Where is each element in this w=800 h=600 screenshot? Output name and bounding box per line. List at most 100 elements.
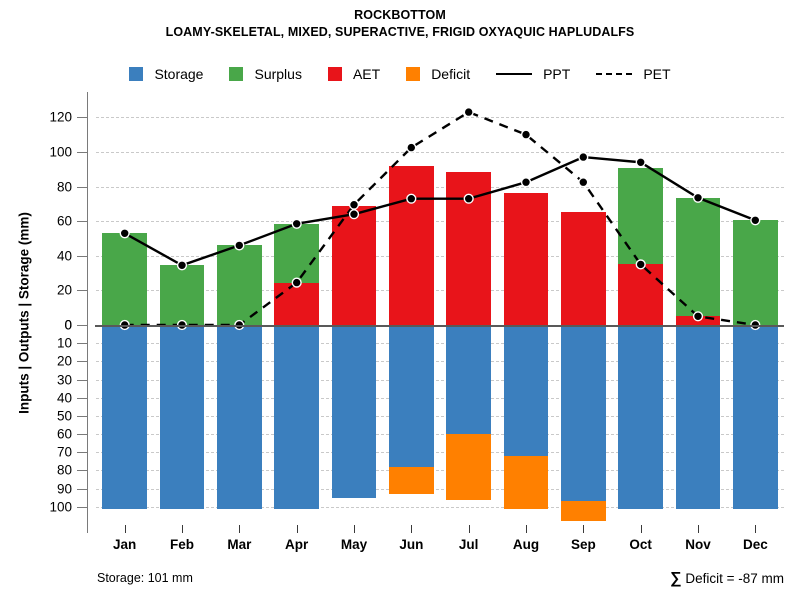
bar-storage-dec[interactable] <box>732 325 778 509</box>
marker-pet-apr[interactable] <box>291 277 302 288</box>
y-tick-upper-60 <box>77 221 87 223</box>
bar-deficit-jul[interactable] <box>446 434 492 500</box>
zero-baseline <box>95 325 784 327</box>
y-tick-lower-50 <box>77 415 87 417</box>
bar-storage-mar[interactable] <box>216 325 262 509</box>
bar-aet-sep[interactable] <box>560 211 606 325</box>
marker-ppt-oct[interactable] <box>635 157 646 168</box>
marker-ppt-aug[interactable] <box>520 177 532 188</box>
y-label-lower-40: 40 <box>56 390 72 406</box>
y-label-upper-40: 40 <box>56 248 72 264</box>
marker-ppt-nov[interactable] <box>692 192 704 203</box>
y-label-lower-10: 10 <box>56 335 72 351</box>
legend-item-aet[interactable]: AET <box>327 66 406 82</box>
marker-ppt-jul[interactable] <box>463 193 474 204</box>
legend-label-deficit: Deficit <box>431 66 471 82</box>
y-tick-lower-10 <box>77 343 87 345</box>
gridline-upper-100 <box>96 151 784 153</box>
storage-capacity-label: Storage: 101 mm <box>97 571 193 585</box>
x-label-apr: Apr <box>285 537 309 552</box>
bar-storage-feb[interactable] <box>159 325 205 509</box>
bar-storage-jan[interactable] <box>102 325 148 509</box>
y-tick-upper-100 <box>77 151 87 153</box>
deficit-total-label: ∑ Deficit = -87 mm <box>670 570 784 588</box>
marker-pet-sep[interactable] <box>578 177 589 188</box>
gridline-upper-20 <box>96 290 784 292</box>
legend-item-surplus[interactable]: Surplus <box>229 66 327 82</box>
x-tick-sep <box>583 525 585 533</box>
x-label-nov: Nov <box>685 537 711 552</box>
bar-storage-sep[interactable] <box>560 325 606 502</box>
y-tick-upper-20 <box>77 290 87 292</box>
y-tick-lower-30 <box>77 379 87 381</box>
bar-storage-jun[interactable] <box>388 325 434 467</box>
chart-legend: Storage Surplus AET Deficit PPT PET <box>0 66 800 82</box>
bar-deficit-sep[interactable] <box>560 501 606 522</box>
marker-pet-may[interactable] <box>348 199 360 210</box>
marker-pet-aug[interactable] <box>520 129 532 140</box>
y-label-upper-100: 100 <box>49 144 72 160</box>
marker-ppt-jan[interactable] <box>119 228 130 239</box>
bar-surplus-oct[interactable] <box>618 167 664 265</box>
y-label-lower-50: 50 <box>56 408 72 424</box>
bar-storage-apr[interactable] <box>274 325 320 509</box>
marker-ppt-sep[interactable] <box>578 151 589 163</box>
marker-ppt-apr[interactable] <box>291 218 302 229</box>
y-tick-lower-70 <box>77 452 87 454</box>
marker-ppt-dec[interactable] <box>750 215 761 226</box>
bar-surplus-mar[interactable] <box>216 245 262 325</box>
line-series-layer <box>119 107 761 331</box>
x-label-feb: Feb <box>169 537 195 552</box>
x-tick-apr <box>296 525 298 533</box>
gridline-lower-20 <box>96 361 784 363</box>
marker-ppt-jun[interactable] <box>406 193 417 204</box>
y-label-upper-20: 20 <box>56 282 72 298</box>
bar-aet-aug[interactable] <box>503 193 549 325</box>
marker-pet-jul[interactable] <box>463 107 474 118</box>
x-label-jun: Jun <box>399 537 424 552</box>
legend-label-pet: PET <box>643 66 671 82</box>
gridline-lower-100 <box>96 506 784 508</box>
legend-item-deficit[interactable]: Deficit <box>406 66 496 82</box>
x-tick-jan <box>124 525 126 533</box>
gridline-lower-40 <box>96 397 784 399</box>
x-tick-mar <box>239 525 241 533</box>
y-tick-upper-80 <box>77 186 87 188</box>
legend-swatch-aet-icon <box>327 67 342 81</box>
marker-ppt-mar[interactable] <box>234 240 245 251</box>
marker-ppt-feb[interactable] <box>176 260 188 271</box>
bar-aet-apr[interactable] <box>274 282 320 325</box>
bar-surplus-jan[interactable] <box>102 233 148 325</box>
bar-storage-oct[interactable] <box>618 325 664 509</box>
gridline-lower-30 <box>96 379 784 381</box>
bar-deficit-jun[interactable] <box>388 466 434 495</box>
bar-deficit-aug[interactable] <box>503 455 549 509</box>
bar-aet-jun[interactable] <box>388 165 434 325</box>
bar-storage-aug[interactable] <box>503 325 549 456</box>
bar-storage-may[interactable] <box>331 325 377 498</box>
marker-pet-oct[interactable] <box>635 259 646 270</box>
marker-pet-nov[interactable] <box>692 311 704 322</box>
y-label-upper-60: 60 <box>56 213 72 229</box>
legend-item-storage[interactable]: Storage <box>129 66 229 82</box>
bar-surplus-feb[interactable] <box>159 265 205 325</box>
legend-item-pet[interactable]: PET <box>596 66 671 82</box>
bar-surplus-nov[interactable] <box>675 197 721 317</box>
legend-line-pet-icon <box>596 73 633 75</box>
bar-storage-nov[interactable] <box>675 325 721 509</box>
bar-surplus-apr[interactable] <box>274 223 320 283</box>
x-label-aug: Aug <box>512 537 540 552</box>
bar-storage-jul[interactable] <box>446 325 492 435</box>
x-label-mar: Mar <box>227 537 252 552</box>
legend-item-ppt[interactable]: PPT <box>496 66 596 82</box>
marker-pet-jun[interactable] <box>406 142 417 153</box>
line-pet <box>124 110 756 327</box>
bar-surplus-dec[interactable] <box>732 220 778 325</box>
y-tick-lower-90 <box>77 488 87 490</box>
bar-aet-oct[interactable] <box>618 264 664 325</box>
marker-ppt-may[interactable] <box>348 209 360 220</box>
gridline-upper-60 <box>96 221 784 223</box>
y-label-upper-0: 0 <box>64 317 72 333</box>
x-tick-oct <box>640 525 642 533</box>
